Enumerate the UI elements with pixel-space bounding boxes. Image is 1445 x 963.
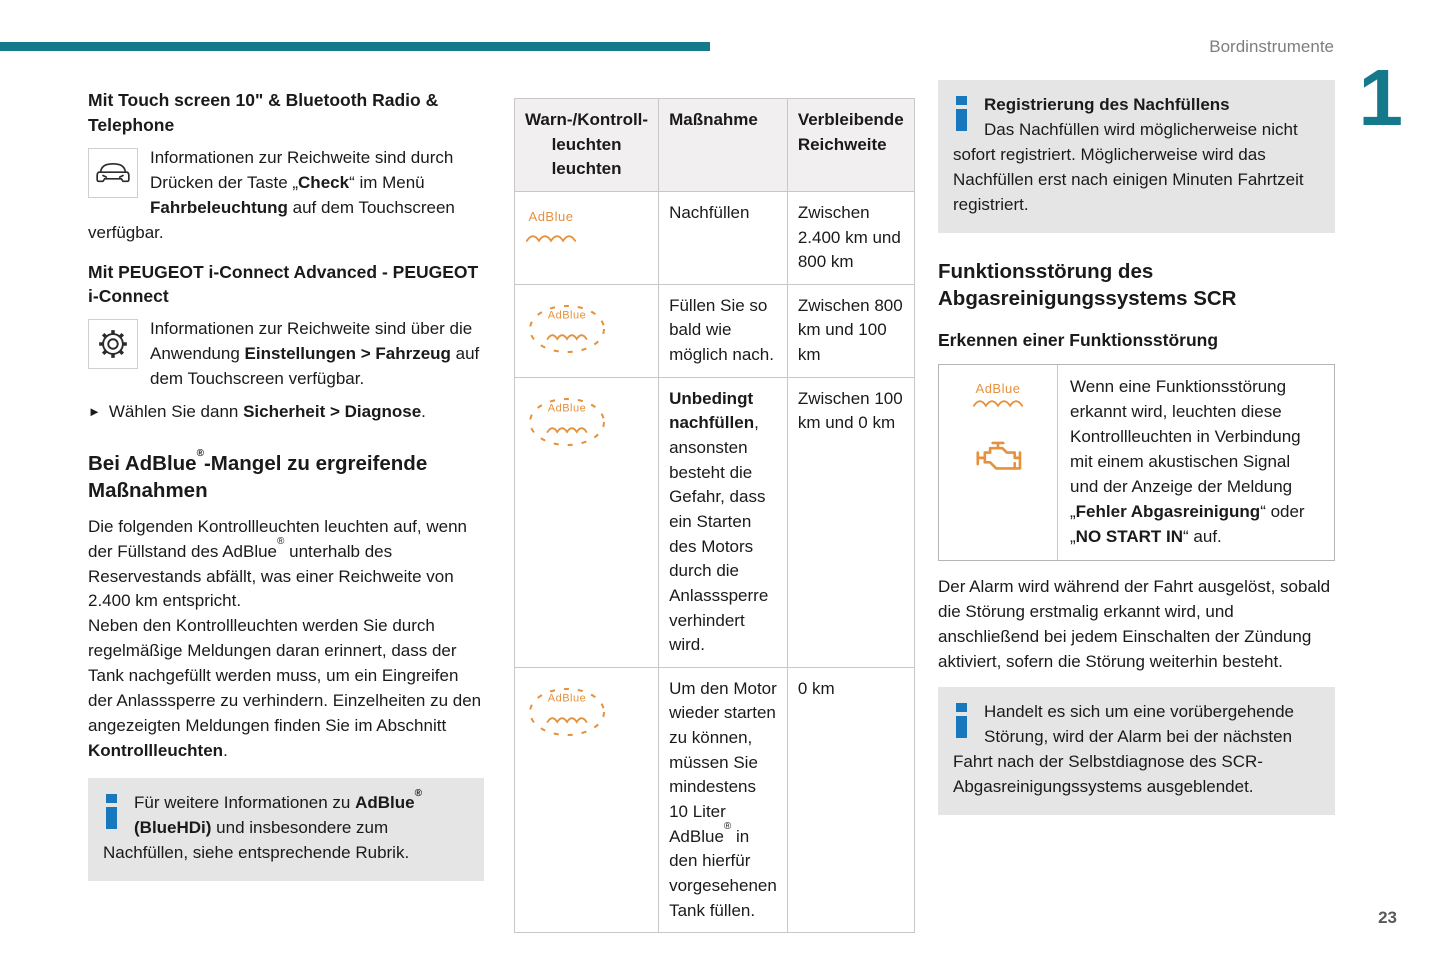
reichweite-cell: Zwischen 800 km und 100 km [786,283,915,378]
header-warnleuchten: Warn-/Kontroll- leuchten leuchten [513,98,660,192]
iconnect-paragraph: Informationen zur Reichweite sind über d… [150,319,480,389]
info-icon [956,96,967,131]
section-title-iconnect: Mit PEUGEOT i-Connect Advanced - PEUGEOT… [88,261,479,307]
table-row: AdBlue Nachfüllen Zwischen 2.400 km und … [513,190,915,285]
table-row: AdBlue Füllen Sie so bald wie möglich na… [513,283,915,378]
warning-light-cell: AdBlue [513,283,660,378]
adblue-blinking-warning-icon: AdBlue [525,394,609,450]
adblue-info-text: Für weitere Informationen zu AdBlue® (Bl… [103,787,422,863]
massnahme-cell: Nachfüllen [658,190,788,285]
adblue-mangel-paragraph-1: Die folgenden Kontrollleuchten leuchten … [88,516,467,611]
warning-table-column: Warn-/Kontroll- leuchten leuchten Maßnah… [513,98,915,934]
section-title-touchscreen: Mit Touch screen 10" & Bluetooth Radio &… [88,90,439,135]
warning-icons-cell: AdBlue [939,365,1058,560]
refill-registration-title: Registrierung des Nachfüllens [984,95,1230,114]
engine-warning-icon [976,441,1022,470]
gear-icon-box [88,319,138,370]
chapter-tab-number: 1 [1358,53,1404,142]
adblue-warning-icon: AdBlue [525,208,577,251]
touchscreen-paragraph: Informationen zur Reichweite sind durch … [88,147,455,242]
header-massnahme: Maßnahme [658,98,788,192]
left-column: Mit Touch screen 10" & Bluetooth Radio &… [88,88,484,882]
massnahme-cell: Unbedingt nachfüllen, ansonsten besteht … [658,376,788,668]
adblue-warning-icon: AdBlue [972,381,1024,414]
reichweite-cell: 0 km [786,666,915,934]
car-icon-box [88,147,138,198]
chapter-accent-bar [0,42,710,51]
info-icon [956,702,967,738]
massnahme-cell: Um den Motor wieder starten zu können, m… [658,666,788,934]
warning-light-cell: AdBlue [513,666,660,934]
car-icon [96,162,130,182]
adblue-blinking-warning-icon: AdBlue [525,684,609,740]
section-title-adblue-mangel: Bei AdBlue®-Mangel zu ergreifende Maßnah… [88,448,428,502]
alarm-paragraph: Der Alarm wird während der Fahrt ausgelö… [938,576,1331,671]
adblue-blinking-warning-icon: AdBlue [525,301,609,357]
arrow-bullet-icon: ► [88,404,101,420]
right-column: Registrierung des Nachfüllens Das Nachfü… [938,80,1335,815]
iconnect-info: Informationen zur Reichweite sind über d… [88,317,484,392]
warning-light-cell: AdBlue [513,376,660,668]
refill-registration-text: Das Nachfüllen wird möglicherweise nicht… [953,119,1304,214]
reichweite-cell: Zwischen 2.400 km und 800 km [786,190,915,285]
diagnose-action-line: ► Wählen Sie dann Sicherheit > Diagnose. [88,402,426,422]
table-header-row: Warn-/Kontroll- leuchten leuchten Maßnah… [513,98,915,192]
page-number: 23 [1378,908,1397,927]
section-title-scr-fault: Funktionsstörung des Abgasreinigungssyst… [938,259,1237,310]
adblue-info-box: Für weitere Informationen zu AdBlue® (Bl… [88,778,484,882]
gear-icon [99,330,127,359]
temporary-fault-text: Handelt es sich um eine vorübergehende S… [953,701,1294,796]
table-row: AdBlue Um den Motor wieder starten zu kö… [513,666,915,934]
scr-fault-warning-text: Wenn eine Funktionsstörung erkannt wird,… [1070,377,1305,546]
header-reichweite: Verbleibende Reichweite [786,98,915,192]
table-row: AdBlue Unbedingt nachfüllen, ansonsten b… [513,376,915,668]
adblue-warning-table: Warn-/Kontroll- leuchten leuchten Maßnah… [513,98,915,934]
temporary-fault-info-box: Handelt es sich um eine vorübergehende S… [938,686,1335,815]
subsection-title-detect-fault: Erkennen einer Funktionsstörung [938,330,1219,351]
reichweite-cell: Zwischen 100 km und 0 km [786,376,915,668]
info-icon [106,794,117,830]
running-header: Bordinstrumente [1209,37,1334,56]
refill-registration-info-box: Registrierung des Nachfüllens Das Nachfü… [938,80,1335,233]
scr-fault-warning-box: AdBlue Wenn eine Funktionsstörung erkann… [938,364,1335,561]
touchscreen-info: Informationen zur Reichweite sind durch … [88,146,484,246]
massnahme-cell: Füllen Sie so bald wie möglich nach. [658,283,788,378]
warning-light-cell: AdBlue [513,190,660,285]
adblue-mangel-paragraph-2: Neben den Kontrollleuchten werden Sie du… [88,616,482,761]
